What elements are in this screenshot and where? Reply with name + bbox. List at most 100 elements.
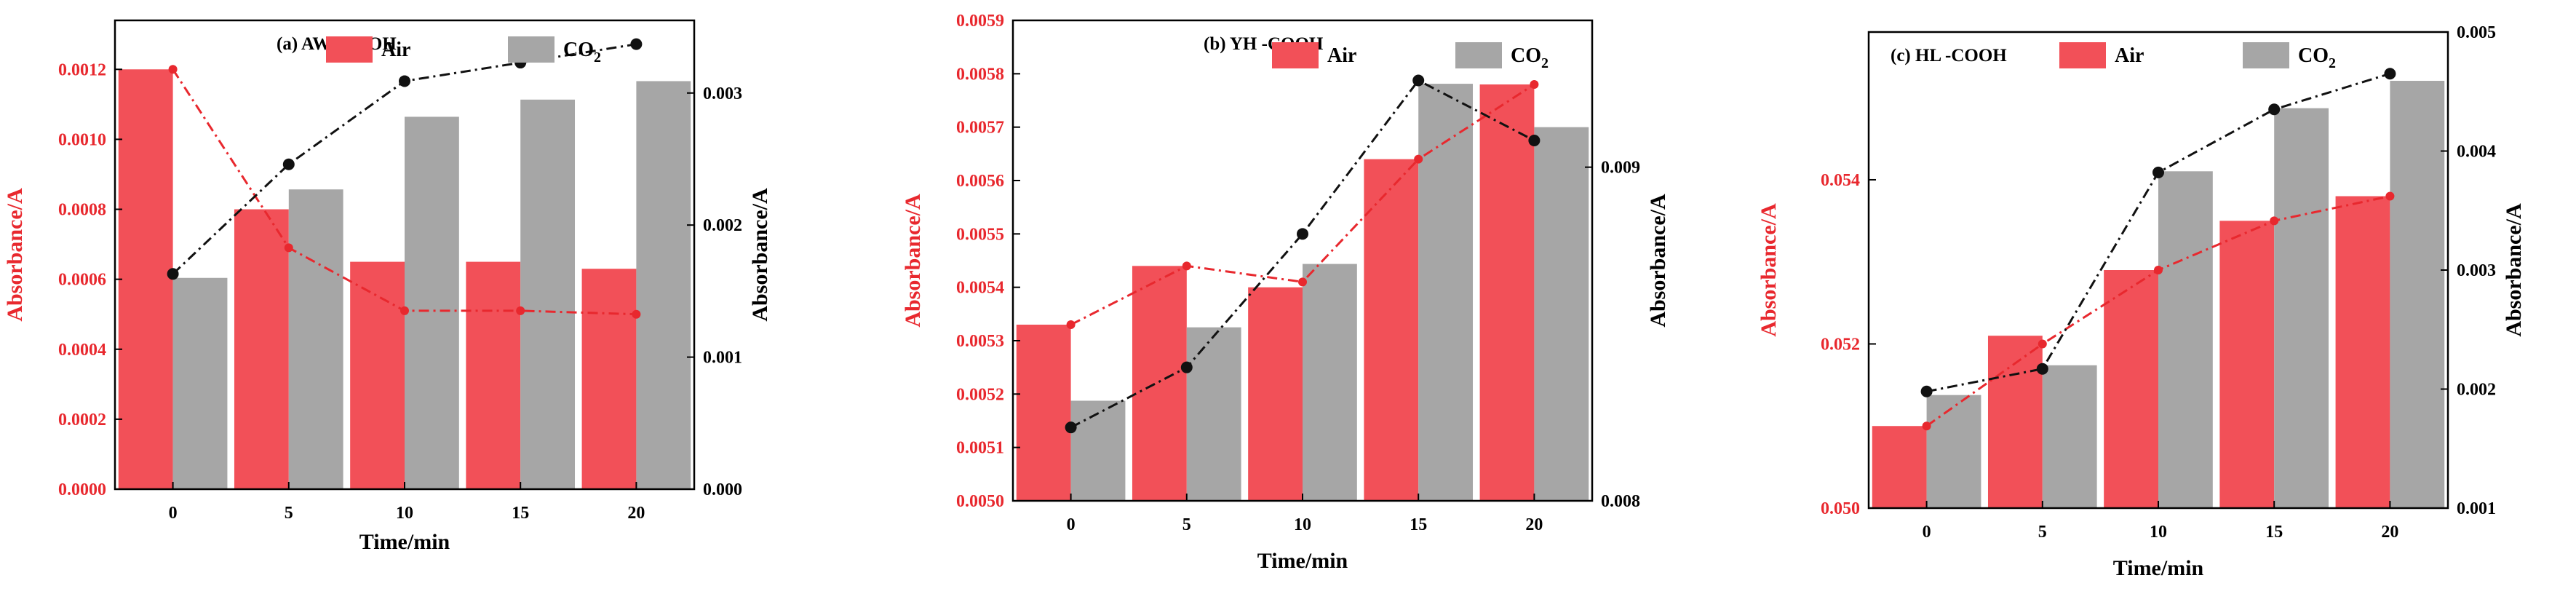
left-tick-label: 0.0051 [956,439,1004,458]
left-tick-label: 0.0010 [58,130,106,149]
x-tick-label-5: 5 [1182,515,1191,534]
marker-co2-20 [630,38,643,50]
left-tick-label: 0.0053 [956,332,1004,351]
marker-air-15 [1414,154,1423,164]
bar-co2-0 [1926,395,1981,508]
left-tick-label: 0.0002 [58,411,106,429]
left-tick-label: 0.054 [1821,171,1860,190]
right-tick-label: 0.000 [703,480,742,499]
x-axis-label: Time/min [359,530,450,554]
marker-air-10 [1298,277,1307,287]
left-tick-label: 0.0006 [58,271,106,290]
marker-co2-10 [399,75,410,87]
marker-air-15 [516,306,525,315]
chart-svg-2: 0.050 0.052 0.054 0.001 0.002 0.003 0.004 0.005… [1757,23,2526,580]
x-tick-label-10: 10 [396,504,413,523]
x-tick-label-0: 0 [1067,515,1076,534]
right-tick-label: 0.004 [2457,143,2496,162]
x-tick-label-0: 0 [169,504,178,523]
legend-swatch-co2 [1455,42,1502,68]
left-tick-label: 0.0052 [956,385,1004,404]
bar-air-5 [234,209,289,489]
right-axis-label: Absorbance/A [748,188,772,322]
marker-co2-20 [1528,135,1541,146]
marker-co2-15 [2268,103,2281,116]
marker-air-20 [2385,191,2395,201]
bar-co2-0 [172,277,228,489]
bar-co2-15 [1418,84,1474,502]
right-tick-label: 0.005 [2457,23,2496,42]
marker-air-5 [284,243,293,253]
left-tick-label: 0.0058 [956,65,1004,84]
x-tick-label-5: 5 [285,504,293,523]
marker-air-15 [2270,216,2279,226]
bar-air-15 [466,261,521,489]
left-tick-label: 0.0004 [58,341,106,360]
x-tick-label-20: 20 [1525,515,1543,534]
bar-air-15 [2219,221,2275,508]
bar-air-5 [1132,266,1187,501]
bar-air-20 [2335,196,2390,508]
left-tick-label: 0.0012 [58,60,106,79]
legend-swatch-air [1272,42,1319,68]
legend-swatch-co2 [2243,42,2289,68]
chart-panel-b: 0.0050 0.0051 0.0052 0.0053 0.0054 0.0055 0.00… [859,0,1717,594]
left-tick-label: 0.0057 [956,119,1004,138]
left-tick-label: 0.0059 [956,12,1004,31]
right-tick-label: 0.001 [2457,499,2496,518]
x-tick-label-15: 15 [512,504,529,523]
x-axis-label: Time/min [1257,549,1348,573]
x-axis-label: Time/min [2113,556,2204,580]
x-tick-label-15: 15 [1410,515,1427,534]
right-tick-label: 0.008 [1601,492,1640,511]
legend-label-air: Air [381,39,410,61]
marker-co2-0 [1065,421,1077,434]
right-tick-label: 0.002 [2457,381,2496,400]
right-axis-label: Absorbance/A [2502,203,2526,337]
marker-co2-5 [1180,361,1193,373]
marker-co2-0 [167,268,179,280]
bar-co2-15 [520,99,576,489]
marker-co2-10 [1297,228,1308,240]
bar-co2-20 [636,81,691,490]
chart-panel-a: 0.000 0 0.0002 0.0004 0.0006 0.0008 0.0010 0.00… [0,0,859,594]
bar-air-0 [1016,325,1071,501]
left-tick-label: 0.052 [1821,335,1860,354]
marker-co2-5 [282,158,295,170]
legend-label-co2: CO2 [2298,44,2336,71]
marker-air-0 [168,65,178,74]
left-tick-label: 0.0008 [58,201,106,220]
left-axis-label: Absorbance/A [3,188,27,322]
left-axis-label: Absorbance/A [1757,203,1781,337]
bar-air-20 [581,269,637,489]
bar-air-10 [2104,270,2158,508]
left-tick-label: 0.0056 [956,172,1004,191]
marker-air-0 [1922,421,1931,431]
bar-co2-5 [2042,365,2097,508]
bar-co2-20 [2390,81,2445,508]
chart-svg-0: 0.000 0 0.0002 0.0004 0.0006 0.0008 0.0010 0.00… [3,19,772,554]
x-tick-label-20: 20 [627,504,645,523]
bar-co2-0 [1070,400,1126,501]
marker-air-5 [2038,339,2047,349]
marker-co2-5 [2036,363,2048,375]
marker-co2-15 [1412,74,1425,87]
bar-co2-10 [2158,171,2213,509]
left-tick-label: 0.050 [1821,499,1860,518]
right-tick-label: 0.002 [703,216,742,235]
right-axis-label: Absorbance/A [1646,194,1670,328]
chart-svg-1: 0.0050 0.0051 0.0052 0.0053 0.0054 0.0055 0.00… [901,12,1670,573]
x-tick-label-15: 15 [2265,523,2283,542]
bar-air-15 [1364,159,1419,501]
line-co2 [1070,79,1535,429]
bar-co2-5 [288,189,343,489]
bar-co2-10 [1303,264,1357,501]
x-tick-label-10: 10 [2150,523,2167,542]
right-tick-label: 0.001 [703,349,742,368]
bar-air-10 [1248,287,1303,501]
x-tick-label-5: 5 [2038,523,2047,542]
bar-co2-15 [2274,108,2329,508]
right-tick-label: 0.003 [703,84,742,103]
bar-co2-5 [1186,327,1241,501]
marker-air-0 [1066,320,1076,329]
